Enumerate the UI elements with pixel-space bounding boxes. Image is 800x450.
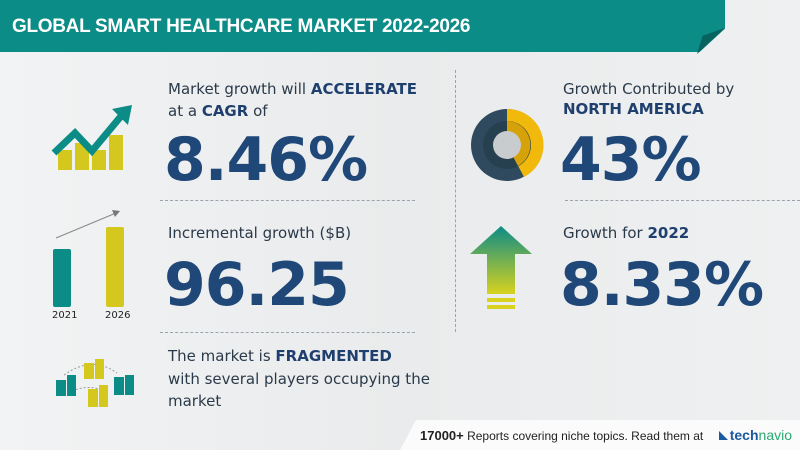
divider (565, 200, 800, 201)
fragmented-bold: FRAGMENTED (275, 347, 392, 365)
growth-chart-icon (51, 105, 132, 170)
page-title: GLOBAL SMART HEALTHCARE MARKET 2022-2026 (12, 16, 471, 37)
divider (160, 332, 415, 333)
cagr-line1: Market growth will ACCELERATE (168, 80, 417, 98)
logo-flag-icon (718, 430, 728, 440)
fragmented-prefix: The market is (168, 347, 276, 365)
divider (160, 200, 415, 201)
fragmented-buildings-icon (56, 359, 134, 407)
donut-chart-icon (471, 108, 544, 181)
footer-caption: Reports covering niche topics. Read them… (467, 428, 704, 443)
report-count: 17000+ (420, 427, 464, 443)
region-label: Growth Contributed by (563, 80, 735, 98)
header-banner (0, 0, 725, 52)
vertical-divider (455, 70, 456, 332)
year-label-2021: 2021 (52, 310, 78, 321)
cagr-line2: at a CAGR of (168, 102, 268, 120)
fragmented-line2: with several players occupying the (168, 370, 430, 388)
cagr-text: Market growth will (168, 80, 311, 98)
yoy-label: Growth for (563, 224, 648, 242)
region-name: NORTH AMERICA (563, 100, 704, 118)
cagr-suffix: of (248, 102, 268, 120)
cagr-bold: CAGR (201, 102, 249, 120)
logo-text-bold: tech (729, 427, 759, 443)
technavio-logo[interactable]: tech navio (718, 427, 792, 443)
cagr-value: 8.46% (164, 125, 368, 195)
footer-band (400, 420, 800, 450)
fragmented-line1: The market is FRAGMENTED (168, 347, 392, 365)
yoy-line: Growth for 2022 (563, 224, 689, 242)
fragmented-line3: market (168, 392, 222, 410)
accelerate-text: ACCELERATE (310, 80, 417, 98)
yoy-year: 2022 (647, 224, 690, 242)
incremental-value: 96.25 (164, 250, 350, 320)
footer-text: 17000+ Reports covering niche topics. Re… (420, 428, 703, 443)
cagr-prefix: at a (168, 102, 202, 120)
up-arrow-icon (470, 226, 532, 309)
logo-text-rest: navio (758, 427, 792, 443)
incremental-label: Incremental growth ($B) (168, 224, 352, 242)
region-value: 43% (560, 125, 702, 195)
yoy-value: 8.33% (560, 250, 764, 320)
bar-compare-icon (53, 210, 124, 307)
footer-row: 17000+ Reports covering niche topics. Re… (420, 420, 792, 450)
year-label-2026: 2026 (105, 310, 131, 321)
